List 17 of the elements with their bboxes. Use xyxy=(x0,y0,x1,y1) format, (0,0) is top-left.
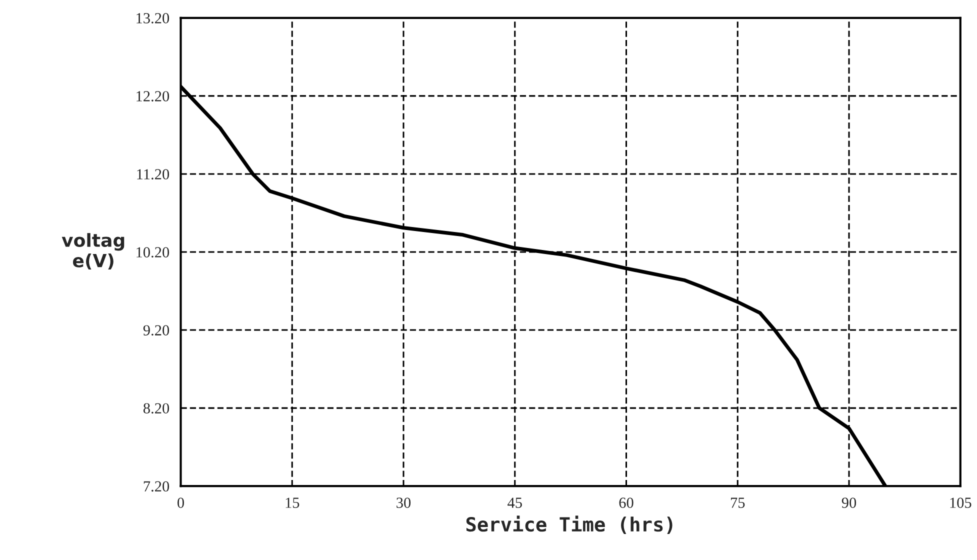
y-tick-label: 12.20 xyxy=(136,91,170,102)
y-tick-label: 9.20 xyxy=(143,325,170,336)
y-tick-label: 7.20 xyxy=(144,481,170,492)
x-tick-label: 15 xyxy=(286,498,300,508)
y-axis-title: voltag e(V) xyxy=(62,233,124,270)
y-tick-label: 11.20 xyxy=(137,169,170,180)
y-tick-label: 8.20 xyxy=(143,403,170,414)
x-tick-label: 45 xyxy=(508,498,522,508)
x-tick-label: 75 xyxy=(731,498,745,508)
x-tick-label: 30 xyxy=(396,498,411,508)
x-axis-title: Service Time (hrs) xyxy=(466,516,672,534)
x-tick-label: 105 xyxy=(950,498,972,508)
y-tick-label: 10.20 xyxy=(136,247,170,258)
x-tick-label: 90 xyxy=(842,498,856,508)
x-tick-label: 60 xyxy=(619,498,634,508)
x-tick-label: 0 xyxy=(178,498,184,508)
y-tick-label: 13.20 xyxy=(136,13,170,24)
